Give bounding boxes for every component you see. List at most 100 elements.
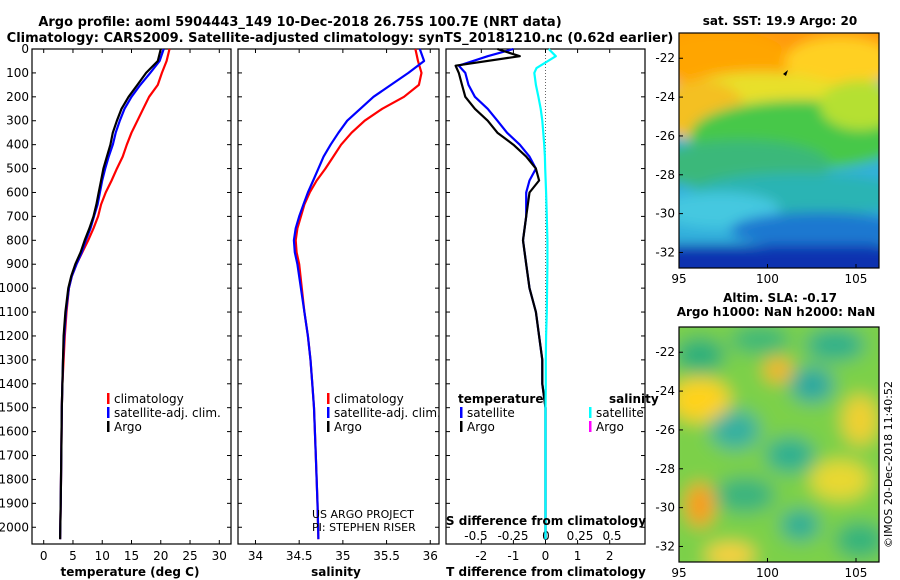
series-line-satellite-adj-clim- [59,48,165,540]
difference-ticks: -2 -1 0 1 2-0.5 -0.25 0 0.25 0.5 [446,48,645,563]
legend-swatch-argo [327,421,330,432]
sst-map-title: sat. SST: 19.9 Argo: 20 [703,14,857,28]
series-line-climatology [59,48,171,540]
sst-map-field [679,33,879,268]
sla-map-field [679,327,879,562]
x-tick-label: 35.5 [373,549,400,563]
y-tick-label: 800 [6,233,29,247]
y-tick-label: 700 [6,209,29,223]
legend-swatch-t-satellite [460,407,463,418]
temperature-x-label: temperature (deg C) [61,565,200,579]
temperature-panel: 0100200300400500600700800900100011001200… [0,42,232,579]
y-tick-label: 2000 [0,520,29,534]
s-difference-x-label: S difference from climatology [446,514,646,528]
sla-map-frame [678,326,880,563]
y-tick-label: 1900 [0,496,29,510]
map-x-tick-label: 95 [671,272,686,286]
map-y-tick-label: -30 [655,207,675,221]
y-tick-label: 1400 [0,377,29,391]
imos-timestamp: ©IMOS 20-Dec-2018 11:40:52 [882,381,895,548]
salinity-panel: 34 34.5 35 35.5 36 salinity climatology sate… [237,48,441,579]
series-line-s-satellite [533,48,557,540]
sst-map-ticks: 95 100 105 -22 -24 -26 -28 -30 -32 [655,51,867,286]
map-y-tick-label: -28 [655,462,675,476]
legend-label-t-satellite: satellite [467,406,515,420]
salinity-legend: climatology satellite-adj. clim. Argo [327,392,441,434]
legend-label-climatology: climatology [334,392,404,406]
x-tick-label: 25 [182,549,197,563]
salinity-ticks: 34 34.5 35 35.5 36 [238,48,439,563]
series-line-t-satellite [457,47,547,540]
map-x-tick-label: 105 [845,272,868,286]
x-tick-label: 10 [95,549,110,563]
map-y-tick-label: -22 [655,345,675,359]
sla-map-ticks: 95 100 105 -22 -24 -26 -28 -30 -32 [655,345,867,580]
legend-swatch-s-argo [589,421,592,432]
x-tick-label: 1 [574,549,582,563]
y-tick-label: 1600 [0,425,29,439]
sla-map: Altim. SLA: -0.17 Argo h1000: NaN h2000:… [655,291,880,580]
legend-label-climatology: climatology [114,392,184,406]
x-tick-label: 5 [69,549,77,563]
temperature-legend: climatology satellite-adj. clim. Argo [107,392,221,434]
x-tick-label: 34 [248,549,263,563]
figure-title-line2: Climatology: CARS2009. Satellite-adjuste… [7,31,674,46]
map-y-tick-label: -32 [655,245,675,259]
legend-label-satellite: satellite-adj. clim. [114,406,221,420]
x-tick-label: 0 [40,549,48,563]
map-x-tick-label: 105 [845,566,868,580]
map-x-tick-label: 95 [671,566,686,580]
credit-pi: PI: STEPHEN RISER [312,521,416,534]
legend-swatch-t-argo [460,421,463,432]
difference-legend: temperature salinity satellite Argo sate… [458,392,659,434]
y-tick-label: 1500 [0,401,29,415]
top-x-tick-label: 0.25 [567,529,594,543]
figure-title-line1: Argo profile: aoml 5904443_149 10-Dec-20… [38,15,561,30]
difference-panel: -2 -1 0 1 2-0.5 -0.25 0 0.25 0.5 T difference fr… [445,47,659,579]
t-difference-x-label: T difference from climatology [446,565,646,579]
legend-group-temperature: temperature [458,392,543,406]
y-tick-label: 900 [6,257,29,271]
sla-map-title: Altim. SLA: -0.17 [723,291,837,305]
legend-label-argo: Argo [334,420,362,434]
x-tick-label: 15 [124,549,139,563]
legend-label-argo: Argo [114,420,142,434]
temperature-ticks: 0100200300400500600700800900100011001200… [0,42,231,563]
sst-map-frame [678,32,880,269]
map-y-tick-label: -28 [655,168,675,182]
y-tick-label: 1800 [0,472,29,486]
map-y-tick-label: -26 [655,129,675,143]
map-y-tick-label: -24 [655,384,675,398]
map-y-tick-label: -30 [655,501,675,515]
temperature-lines [59,48,171,540]
y-tick-label: 100 [6,66,29,80]
y-tick-label: 300 [6,114,29,128]
x-tick-label: -2 [475,549,487,563]
top-x-tick-label: 0.5 [602,529,621,543]
y-tick-label: 1200 [0,329,29,343]
x-tick-label: 36 [423,549,438,563]
legend-label-s-argo: Argo [596,420,624,434]
salinity-x-label: salinity [311,565,361,579]
series-line-climatology [294,48,423,540]
sla-map-subtitle: Argo h1000: NaN h2000: NaN [677,305,876,319]
series-line-t-argo [454,47,547,540]
legend-label-t-argo: Argo [467,420,495,434]
x-tick-label: 2 [606,549,614,563]
x-tick-label: 34.5 [286,549,313,563]
x-tick-label: 35 [335,549,350,563]
credit-project: US ARGO PROJECT [312,508,414,521]
legend-swatch-satellite [327,407,330,418]
sst-map: sat. SST: 19.9 Argo: 20 95 100 105 -22 -24 -2… [655,14,880,286]
salinity-axes-frame [237,48,440,545]
x-tick-label: 20 [153,549,168,563]
legend-group-salinity: salinity [609,392,659,406]
legend-swatch-s-satellite [589,407,592,418]
y-tick-label: 600 [6,185,29,199]
y-tick-label: 1700 [0,449,29,463]
y-tick-label: 1300 [0,353,29,367]
map-y-tick-label: -32 [655,539,675,553]
legend-label-satellite: satellite-adj. clim. [334,406,441,420]
legend-swatch-argo [107,421,110,432]
